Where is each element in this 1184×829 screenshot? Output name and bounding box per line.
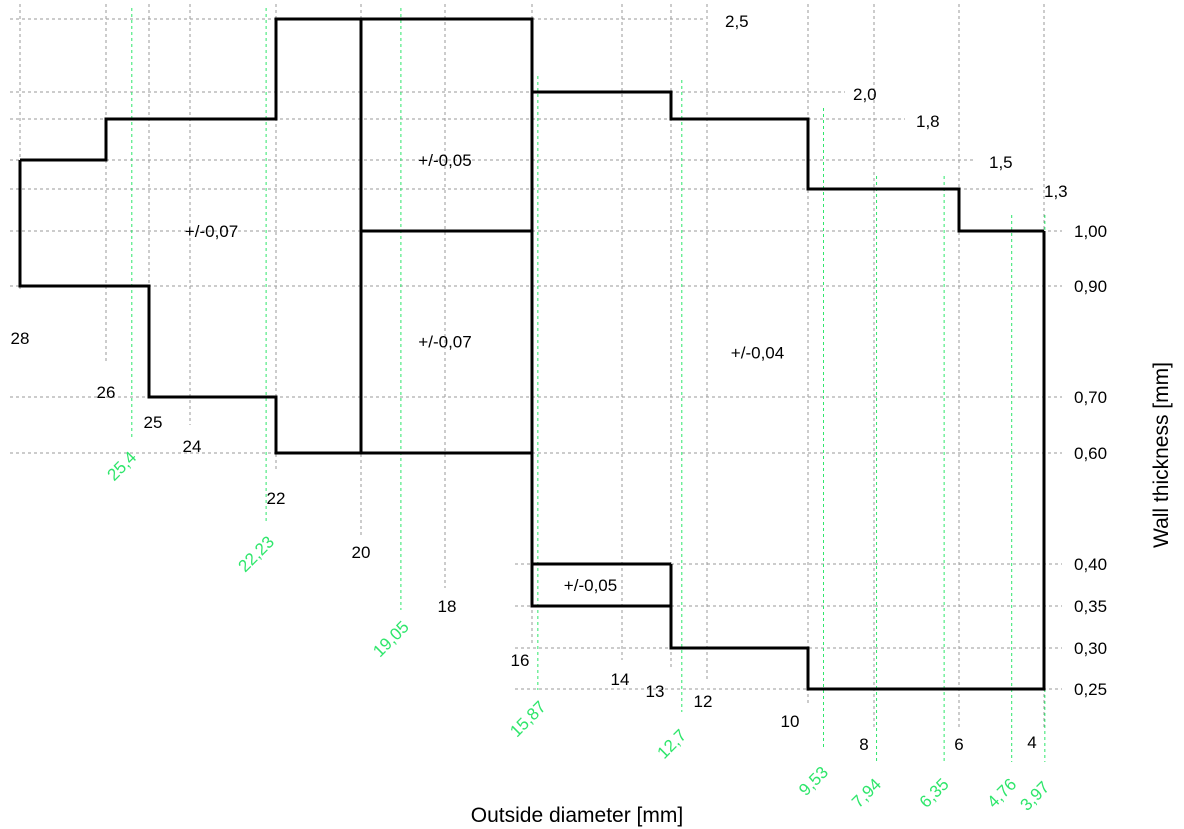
x-tick-label-14: 14	[611, 670, 630, 689]
x-inch-label-12,7: 12,7	[653, 726, 690, 763]
y-tick-upper-2,0: 2,0	[853, 85, 877, 104]
x-tick-label-16: 16	[511, 651, 530, 670]
x-inch-label-6,35: 6,35	[916, 775, 953, 812]
x-tick-label-13: 13	[646, 682, 665, 701]
y-tick-label-0,90: 0,90	[1074, 277, 1107, 296]
x-inch-label-3,97: 3,97	[1016, 778, 1053, 815]
x-inch-label-19,05: 19,05	[369, 617, 413, 661]
y-tick-upper-1,8: 1,8	[916, 112, 940, 131]
x-inch-label-7,94: 7,94	[848, 775, 885, 812]
y-tick-upper-2,5: 2,5	[725, 12, 749, 31]
x-tick-label-12: 12	[694, 692, 713, 711]
tolerance-label-4: +/-0,05	[564, 576, 617, 595]
x-tick-label-18: 18	[438, 597, 457, 616]
y-tick-label-0,35: 0,35	[1074, 597, 1107, 616]
x-tick-label-28: 28	[11, 329, 30, 348]
y-tick-label-0,30: 0,30	[1074, 639, 1107, 658]
x-inch-label-22,23: 22,23	[234, 532, 278, 576]
tolerance-label-0: +/-0,07	[185, 222, 238, 241]
outline-lower-line	[18, 160, 1046, 691]
y-tick-upper-1,3: 1,3	[1044, 182, 1068, 201]
x-tick-label-22: 22	[267, 489, 286, 508]
y-axis-title: Wall thickness [mm]	[1150, 362, 1173, 548]
outline-upper-line	[20, 17, 1044, 233]
tolerance-label-2: +/-0,07	[418, 333, 471, 352]
y-tick-label-0,60: 0,60	[1074, 444, 1107, 463]
x-inch-label-25,4: 25,4	[103, 448, 140, 485]
x-tick-label-10: 10	[781, 712, 800, 731]
x-axis-title: Outside diameter [mm]	[471, 804, 683, 827]
tolerance-label-3: +/-0,04	[731, 344, 784, 363]
x-inch-label-9,53: 9,53	[795, 763, 832, 800]
y-tick-label-0,40: 0,40	[1074, 555, 1107, 574]
x-inch-label-4,76: 4,76	[983, 775, 1020, 812]
y-tick-label-0,70: 0,70	[1074, 388, 1107, 407]
x-tick-label-25: 25	[144, 413, 163, 432]
x-tick-label-24: 24	[183, 437, 202, 456]
x-tick-label-4: 4	[1027, 733, 1036, 752]
y-tick-upper-1,5: 1,5	[989, 153, 1013, 172]
y-tick-label-1,00: 1,00	[1074, 222, 1107, 241]
x-tick-label-8: 8	[859, 735, 868, 754]
outline-layer	[18, 17, 1046, 691]
x-tick-label-26: 26	[97, 383, 116, 402]
y-tick-label-0,25: 0,25	[1074, 680, 1107, 699]
x-tick-label-20: 20	[352, 543, 371, 562]
label-layer: +/-0,07 +/-0,05 +/-0,07 +/-0,04 +/-0,05 1,00 0…	[11, 12, 1108, 815]
x-tick-label-6: 6	[954, 735, 963, 754]
tolerance-label-1: +/-0,05	[418, 151, 471, 170]
x-inch-label-15,87: 15,87	[506, 697, 550, 741]
